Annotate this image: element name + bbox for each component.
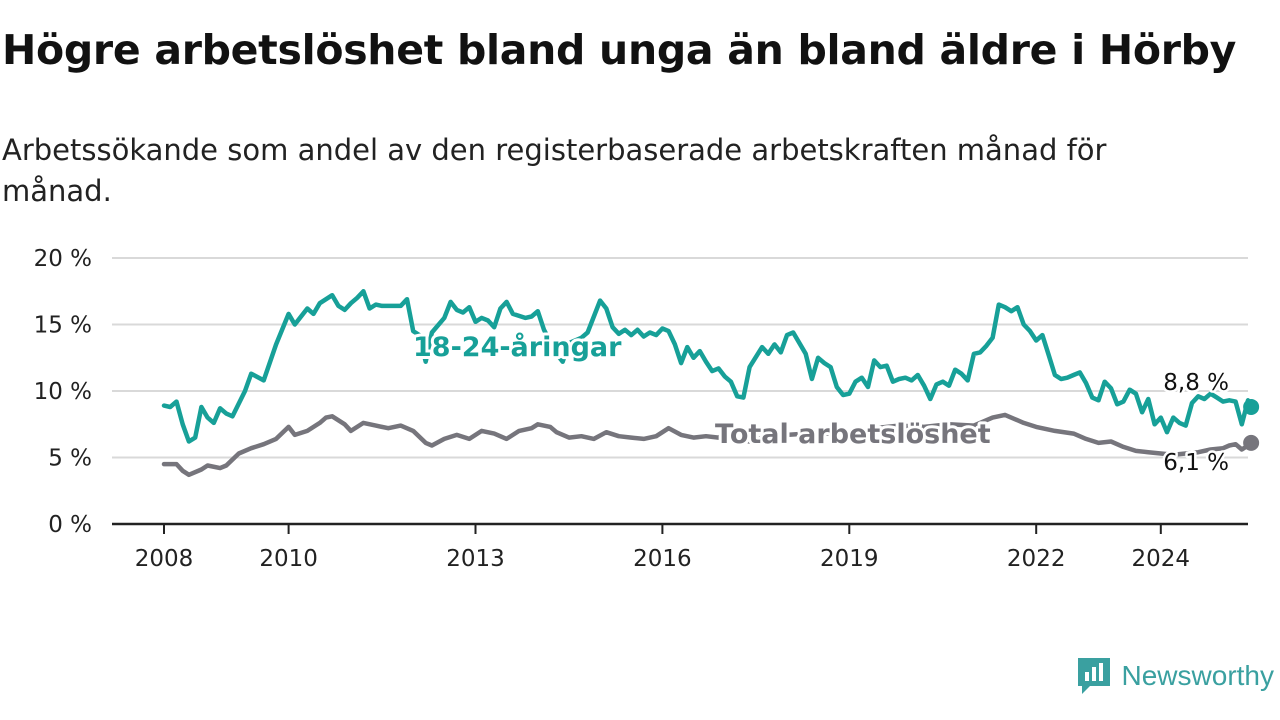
series [161,289,1260,478]
x-tick-label: 2016 [633,546,692,572]
gridlines [112,257,1248,459]
series-line-youth [161,289,1254,444]
y-tick-label: 15 % [34,313,92,339]
chart-title: Högre arbetslöshet bland unga än bland ä… [2,26,1237,74]
y-tick-label: 20 % [34,246,92,272]
y-tick-label: 0 % [48,512,92,538]
x-tick-label: 2024 [1132,546,1191,572]
end-label-youth: 8,8 % [1163,370,1229,396]
end-label-total: 6,1 % [1163,450,1229,476]
brand-name: Newsworthy [1121,660,1274,691]
y-tick-label: 5 % [48,446,92,472]
series-label-youth: 18-24-åringar [413,331,622,363]
line-chart: 0 %5 %10 %15 %20 % 2008 2010 2013 2016 2019 2… [34,246,1260,572]
newsworthy-logo-icon [1077,658,1110,694]
series-labels: 18-24-åringar Total arbetslöshet 8,8 % 6… [410,328,1232,479]
x-tick-label: 2022 [1007,546,1066,572]
x-tick-label: 2013 [446,546,505,572]
y-axis-ticks: 0 % 5 % 10 % 15 % 20 % [34,246,92,538]
end-point-total [1243,434,1260,451]
series-label-total: Total arbetslöshet [715,419,991,450]
x-tick-label: 2019 [820,546,879,572]
x-tick-label: 2008 [135,546,194,572]
series-line-total [161,412,1254,478]
end-point-youth [1243,398,1260,415]
x-axis-ticks: 2008 2010 2013 2016 2019 2022 2024 [135,524,1190,572]
x-tick-label: 2010 [259,546,318,572]
chart-subtitle: Arbetssökande som andel av den registerb… [2,133,1107,208]
y-tick-label: 10 % [34,379,92,405]
brand: Newsworthy [1076,656,1274,696]
